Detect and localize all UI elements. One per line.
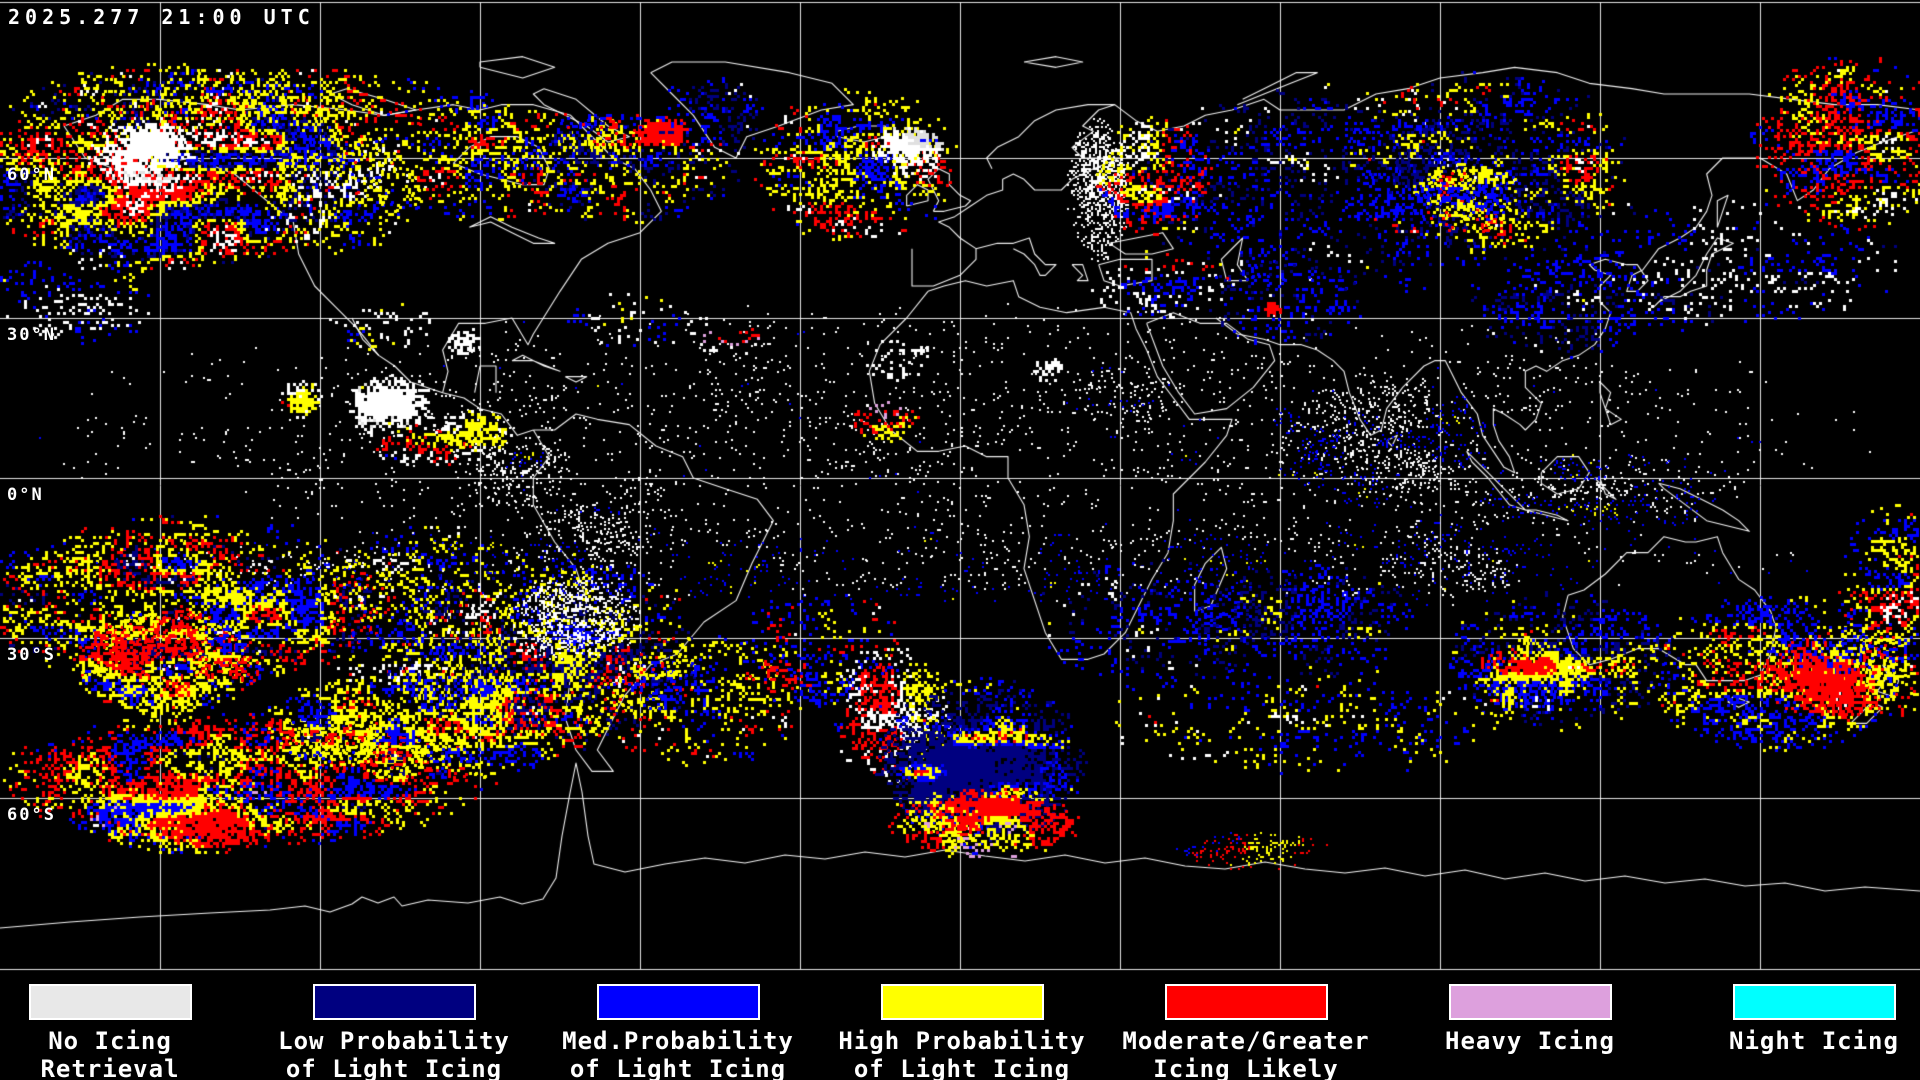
legend-label-line1: Night Icing [1729, 1027, 1899, 1055]
latitude-label: 30°N [7, 325, 56, 345]
legend-item: No Icing Retrieval [0, 984, 250, 1080]
legend-label-line2: Retrieval [40, 1055, 180, 1080]
latitude-label: 30°S [7, 645, 56, 665]
world-icing-map-canvas [0, 0, 1920, 972]
legend-swatch [880, 984, 1044, 1020]
legend-item: Moderate/Greater Icing Likely [1106, 984, 1386, 1080]
legend-label-line1: Med.Probability [562, 1027, 794, 1055]
latitude-label: 60°N [7, 165, 56, 185]
legend-label-line1: No Icing [48, 1027, 172, 1055]
legend-label-line1: High Probability [838, 1027, 1086, 1055]
legend-label-line2: of Light Icing [285, 1055, 503, 1080]
legend-label-line2: of Light Icing [853, 1055, 1071, 1080]
legend-label-line1: Low Probability [278, 1027, 510, 1055]
legend-item: Low Probability of Light Icing [254, 984, 534, 1080]
legend-swatch [1448, 984, 1612, 1020]
legend-label-line2: of Light Icing [569, 1055, 787, 1080]
latitude-label: 60°S [7, 805, 56, 825]
legend-swatch [1732, 984, 1896, 1020]
legend-item: Med.Probability of Light Icing [538, 984, 818, 1080]
latitude-label: 0°N [7, 485, 44, 505]
legend-label-line2: Icing Likely [1153, 1055, 1339, 1080]
legend-swatch [596, 984, 760, 1020]
legend-item: Night Icing [1674, 984, 1920, 1055]
legend-item: High Probability of Light Icing [822, 984, 1102, 1080]
legend-label-line1: Heavy Icing [1445, 1027, 1615, 1055]
legend-swatch [312, 984, 476, 1020]
legend-item: Heavy Icing [1390, 984, 1670, 1055]
legend-swatch [28, 984, 192, 1020]
legend-label-line1: Moderate/Greater [1122, 1027, 1370, 1055]
legend-swatch [1164, 984, 1328, 1020]
timestamp-label: 2025.277 21:00 UTC [8, 5, 315, 29]
